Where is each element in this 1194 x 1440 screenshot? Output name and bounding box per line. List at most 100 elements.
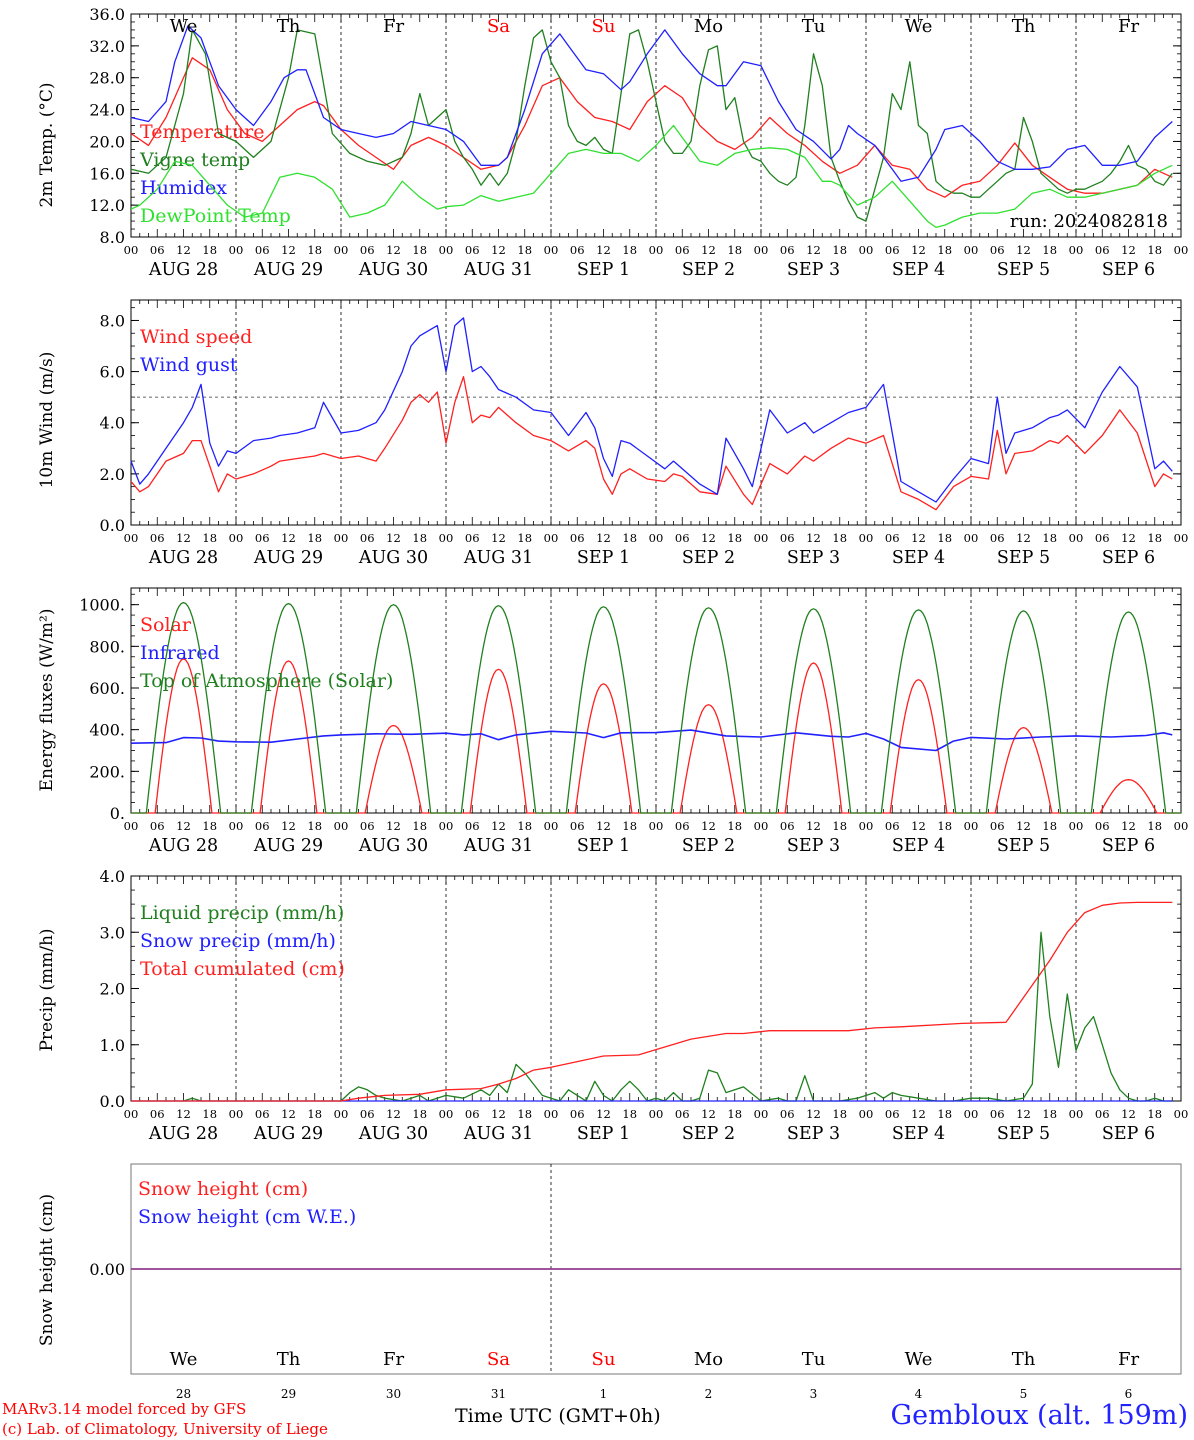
- x-hour-label: 18: [517, 1107, 532, 1121]
- x-hour-label: 12: [491, 531, 506, 545]
- day-of-week-label: Mo: [694, 16, 723, 37]
- x-hour-label: 18: [727, 531, 742, 545]
- y-tick-label: 2.0: [100, 980, 125, 999]
- x-hour-label: 00: [544, 531, 559, 545]
- y-axis-title: Energy fluxes (W/m²): [37, 609, 57, 792]
- x-hour-label: 00: [964, 1107, 979, 1121]
- day-of-week-label: Sa: [487, 1349, 510, 1370]
- day-of-week-label: We: [170, 16, 198, 37]
- x-hour-label: 00: [229, 819, 244, 833]
- x-hour-label: 18: [1042, 819, 1057, 833]
- x-hour-label: 12: [281, 243, 296, 257]
- day-number-label: 6: [1125, 1387, 1133, 1401]
- x-hour-label: 18: [937, 819, 952, 833]
- day-number-label: 29: [281, 1387, 296, 1401]
- x-hour-label: 18: [1042, 243, 1057, 257]
- x-hour-label: 00: [229, 531, 244, 545]
- x-hour-label: 00: [334, 531, 349, 545]
- x-hour-label: 00: [1069, 243, 1084, 257]
- x-hour-label: 12: [701, 243, 716, 257]
- x-hour-label: 12: [1121, 1107, 1136, 1121]
- legend-entry: Solar: [140, 614, 192, 636]
- x-date-label: AUG 29: [253, 1124, 323, 1144]
- x-hour-label: 12: [1121, 531, 1136, 545]
- x-hour-label: 06: [1095, 243, 1110, 257]
- x-date-label: SEP 5: [997, 1124, 1050, 1144]
- x-hour-label: 06: [465, 243, 480, 257]
- x-date-label: SEP 2: [682, 1124, 735, 1144]
- x-hour-label: 18: [1147, 819, 1162, 833]
- y-axis-title: Snow height (cm): [37, 1194, 57, 1346]
- x-hour-label: 18: [622, 531, 637, 545]
- y-tick-label: 0.0: [100, 1092, 125, 1111]
- series-total-cumulated-cm: [131, 901, 1173, 1102]
- x-hour-label: 00: [964, 243, 979, 257]
- x-hour-label: 18: [832, 819, 847, 833]
- x-date-label: AUG 30: [358, 1124, 428, 1144]
- y-tick-label: 0.0: [100, 516, 125, 535]
- panel-frame: [130, 13, 1182, 238]
- x-hour-label: 00: [1174, 1107, 1189, 1121]
- x-hour-label: 00: [859, 1107, 874, 1121]
- x-hour-label: 06: [255, 1107, 270, 1121]
- x-hour-label: 12: [1016, 243, 1031, 257]
- x-axis-title: Time UTC (GMT+0h): [455, 1405, 661, 1427]
- series-wind-gust: [130, 317, 1173, 503]
- series-infrared: [130, 729, 1173, 752]
- x-hour-label: 00: [124, 531, 139, 545]
- day-of-week-label: We: [170, 1349, 198, 1370]
- x-date-label: SEP 1: [577, 260, 630, 280]
- legend-entry: Temperature: [140, 121, 264, 143]
- x-hour-label: 18: [1147, 243, 1162, 257]
- y-axis-title: 10m Wind (m/s): [37, 352, 57, 489]
- x-hour-label: 00: [754, 819, 769, 833]
- x-hour-label: 18: [202, 1107, 217, 1121]
- x-hour-label: 12: [176, 1107, 191, 1121]
- x-hour-label: 12: [701, 819, 716, 833]
- x-date-label: AUG 28: [148, 1124, 218, 1144]
- x-hour-label: 18: [412, 1107, 427, 1121]
- x-hour-label: 12: [806, 243, 821, 257]
- x-hour-label: 12: [911, 531, 926, 545]
- x-hour-label: 06: [570, 819, 585, 833]
- y-axis-title: Precip (mm/h): [37, 928, 57, 1051]
- x-hour-label: 12: [176, 243, 191, 257]
- x-hour-label: 00: [544, 819, 559, 833]
- day-number-label: 2: [705, 1387, 713, 1401]
- x-hour-label: 06: [360, 243, 375, 257]
- model-credit-line1: MARv3.14 model forced by GFS: [2, 1400, 247, 1418]
- x-hour-label: 18: [832, 1107, 847, 1121]
- x-date-label: SEP 1: [577, 548, 630, 568]
- x-date-label: SEP 2: [682, 548, 735, 568]
- x-date-label: SEP 1: [577, 1124, 630, 1144]
- x-hour-label: 00: [649, 531, 664, 545]
- x-date-label: SEP 2: [682, 260, 735, 280]
- x-hour-label: 18: [412, 531, 427, 545]
- x-hour-label: 12: [1121, 243, 1136, 257]
- x-hour-label: 06: [465, 531, 480, 545]
- day-number-label: 1: [600, 1387, 608, 1401]
- x-hour-label: 12: [806, 819, 821, 833]
- y-tick-label: 1.0: [100, 1036, 125, 1055]
- x-hour-label: 00: [439, 531, 454, 545]
- x-hour-label: 12: [491, 819, 506, 833]
- x-hour-label: 18: [307, 243, 322, 257]
- x-hour-label: 00: [229, 1107, 244, 1121]
- y-tick-label: 0.: [110, 804, 125, 823]
- x-date-label: AUG 30: [358, 548, 428, 568]
- x-hour-label: 06: [150, 243, 165, 257]
- x-hour-label: 06: [150, 531, 165, 545]
- day-of-week-label: Fr: [1118, 1349, 1139, 1370]
- x-hour-label: 06: [255, 531, 270, 545]
- x-hour-label: 00: [1174, 531, 1189, 545]
- day-number-label: 4: [915, 1387, 923, 1401]
- x-hour-label: 18: [1147, 1107, 1162, 1121]
- x-date-label: AUG 30: [358, 260, 428, 280]
- legend-entry: DewPoint Temp: [140, 205, 291, 227]
- legend-entry: Humidex: [140, 177, 227, 199]
- x-hour-label: 06: [885, 243, 900, 257]
- x-hour-label: 00: [964, 819, 979, 833]
- x-date-label: SEP 5: [997, 260, 1050, 280]
- day-of-week-label: We: [905, 16, 933, 37]
- x-hour-label: 18: [307, 819, 322, 833]
